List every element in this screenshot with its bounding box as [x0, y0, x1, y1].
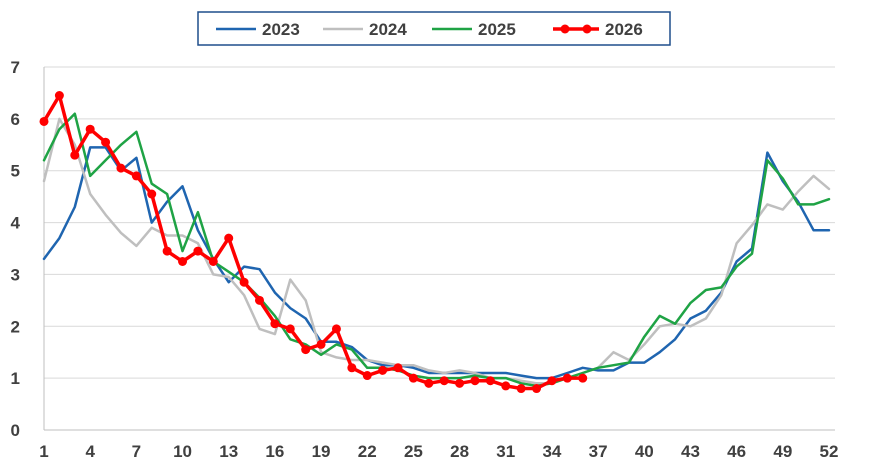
point-2026	[516, 384, 526, 394]
point-2026	[239, 277, 249, 287]
x-tick-label: 37	[589, 442, 608, 461]
point-2026	[562, 373, 572, 383]
point-2026	[39, 116, 49, 126]
x-tick-label: 10	[173, 442, 192, 461]
x-tick-label: 28	[450, 442, 469, 461]
series-lines	[39, 91, 831, 394]
point-2026	[285, 324, 295, 334]
point-2026	[70, 150, 80, 160]
legend-label-2025: 2025	[478, 20, 516, 39]
gridlines	[44, 66, 835, 379]
point-2026	[178, 256, 188, 266]
x-tick-label: 46	[727, 442, 746, 461]
y-tick-label: 0	[11, 421, 20, 440]
y-tick-label: 4	[11, 214, 21, 233]
point-2026	[116, 163, 126, 173]
legend-label-2024: 2024	[369, 20, 407, 39]
legend-label-2023: 2023	[262, 20, 300, 39]
point-2026	[85, 124, 95, 134]
point-2026	[331, 324, 341, 334]
x-tick-label: 13	[219, 442, 238, 461]
point-2026	[501, 381, 511, 391]
x-tick-label: 16	[265, 442, 284, 461]
x-tick-label: 7	[132, 442, 141, 461]
x-tick-label: 22	[358, 442, 377, 461]
y-tick-label: 5	[11, 162, 20, 181]
point-2026	[424, 378, 434, 388]
x-tick-label: 43	[681, 442, 700, 461]
point-2026	[193, 246, 203, 256]
y-tick-label: 7	[11, 58, 20, 77]
x-tick-label: 34	[542, 442, 561, 461]
point-2026	[470, 376, 480, 386]
series-line-2023	[42, 146, 831, 380]
x-tick-label: 1	[39, 442, 48, 461]
y-tick-label: 3	[11, 265, 20, 284]
point-2026	[147, 189, 157, 199]
y-tick-label: 2	[11, 317, 20, 336]
point-2026	[208, 256, 218, 266]
point-2026	[54, 91, 64, 101]
point-2026	[254, 295, 264, 305]
x-tick-label: 52	[820, 442, 839, 461]
point-2026	[270, 319, 280, 329]
series-line-2026	[42, 93, 585, 391]
x-tick-label: 25	[404, 442, 423, 461]
point-2026	[131, 171, 141, 181]
legend-marker-2026	[560, 24, 570, 34]
point-2026	[362, 371, 372, 381]
point-2026	[532, 384, 542, 394]
point-2026	[316, 339, 326, 349]
legend: 2023 2024 2025 2026	[197, 11, 671, 46]
x-tick-label: 19	[312, 442, 331, 461]
point-2026	[101, 137, 111, 147]
point-2026	[578, 373, 588, 383]
x-tick-label: 4	[85, 442, 95, 461]
x-tick-label: 49	[773, 442, 792, 461]
y-tick-label: 6	[11, 110, 20, 129]
point-2026	[378, 365, 388, 375]
point-2026	[301, 345, 311, 355]
series-line-2025	[42, 112, 831, 388]
point-2026	[408, 373, 418, 383]
legend-label-2026: 2026	[605, 20, 643, 39]
point-2026	[547, 376, 557, 386]
x-tick-label: 40	[635, 442, 654, 461]
y-tick-label: 1	[11, 369, 20, 388]
point-2026	[347, 363, 357, 373]
x-tick-label: 31	[496, 442, 515, 461]
point-2026	[455, 378, 465, 388]
point-2026	[485, 376, 495, 386]
point-2026	[162, 246, 172, 256]
point-2026	[393, 363, 403, 373]
point-2026	[439, 376, 449, 386]
legend-marker-2026	[582, 24, 592, 34]
point-2026	[224, 233, 234, 243]
series-line-2024	[42, 117, 831, 385]
